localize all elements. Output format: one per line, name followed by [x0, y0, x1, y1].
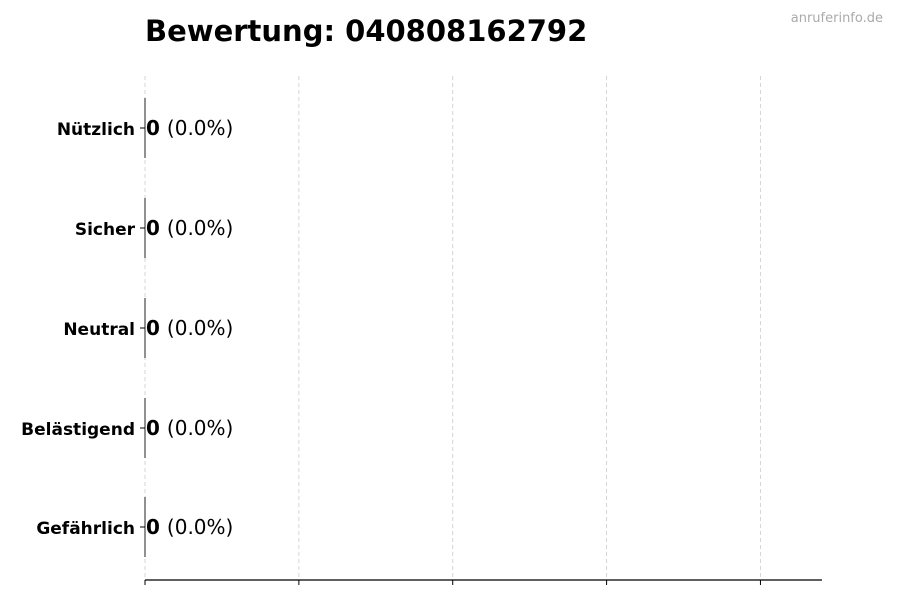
watermark: anruferinfo.de	[791, 11, 883, 26]
data-label-count: 0	[146, 216, 160, 240]
category-label: Sicher	[75, 220, 136, 240]
chart-title: Bewertung: 040808162792	[145, 14, 587, 48]
data-label-count: 0	[146, 316, 160, 340]
data-label-percent: (0.0%)	[167, 116, 233, 140]
data-label: 0 (0.0%)	[146, 116, 233, 140]
data-label-count: 0	[146, 515, 160, 539]
data-label-percent: (0.0%)	[167, 416, 233, 440]
data-label: 0 (0.0%)	[146, 316, 233, 340]
data-label-count: 0	[146, 416, 160, 440]
data-label: 0 (0.0%)	[146, 416, 233, 440]
category-label: Nützlich	[57, 120, 135, 140]
data-label-percent: (0.0%)	[167, 515, 233, 539]
data-label-percent: (0.0%)	[167, 216, 233, 240]
category-label: Neutral	[63, 320, 135, 340]
data-label: 0 (0.0%)	[146, 216, 233, 240]
data-label: 0 (0.0%)	[146, 515, 233, 539]
data-label-count: 0	[146, 116, 160, 140]
category-label: Belästigend	[21, 420, 135, 440]
category-label: Gefährlich	[36, 519, 135, 539]
data-label-percent: (0.0%)	[167, 316, 233, 340]
